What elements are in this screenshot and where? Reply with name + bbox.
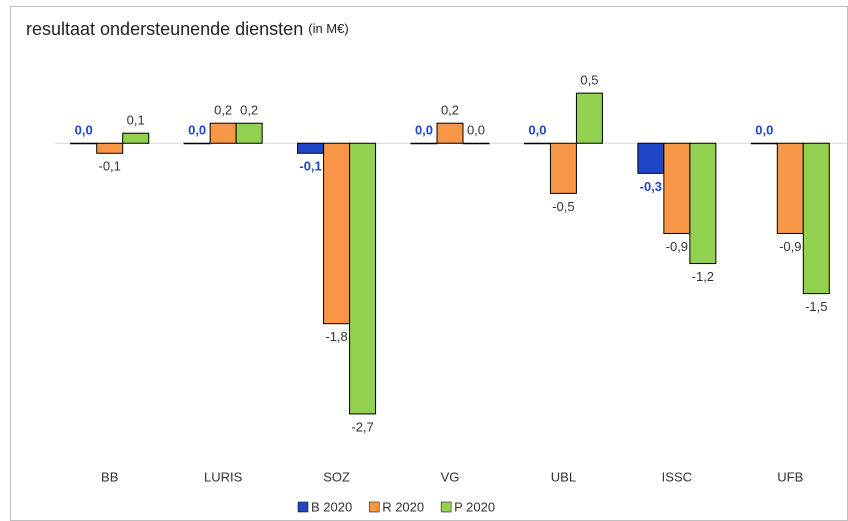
bar	[802, 142, 830, 295]
value-label: -1,5	[805, 299, 827, 314]
value-label: -1,2	[692, 269, 714, 284]
legend-swatch	[297, 501, 309, 513]
bar	[349, 142, 377, 415]
chart-title: resultaat ondersteunende diensten (in M€…	[26, 19, 349, 39]
value-label: -1,8	[325, 329, 347, 344]
unit-text: (in M€)	[308, 21, 348, 36]
legend-label: P 2020	[454, 499, 495, 514]
x-tick-label: SOZ	[323, 469, 350, 484]
bar	[575, 92, 603, 144]
bar	[776, 142, 804, 234]
bar	[549, 142, 577, 194]
value-label: -0,1	[299, 159, 321, 174]
bar	[183, 142, 211, 145]
x-tick-label: UFB	[777, 469, 803, 484]
value-label: 0,5	[580, 73, 598, 88]
legend-label: R 2020	[382, 499, 424, 514]
value-label: -0,5	[552, 199, 574, 214]
value-label: 0,0	[415, 123, 433, 138]
value-label: 0,2	[240, 103, 258, 118]
value-label: -0,9	[666, 239, 688, 254]
legend-swatch	[368, 501, 380, 513]
bar	[235, 122, 263, 144]
value-label: -0,9	[779, 239, 801, 254]
bar	[96, 142, 124, 154]
bar	[436, 122, 464, 144]
bar	[750, 142, 778, 145]
value-label: -2,7	[351, 419, 373, 434]
bar	[637, 142, 665, 174]
x-tick-label: BB	[101, 469, 118, 484]
legend-label: B 2020	[311, 499, 352, 514]
value-label: 0,0	[755, 123, 773, 138]
x-tick-label: ISSC	[662, 469, 692, 484]
chart-frame	[10, 6, 848, 521]
value-label: 0,1	[127, 113, 145, 128]
bar	[663, 142, 691, 234]
value-label: 0,2	[214, 103, 232, 118]
value-label: 0,2	[441, 103, 459, 118]
bar	[70, 142, 98, 145]
bar	[523, 142, 551, 145]
bar	[297, 142, 325, 154]
bar	[209, 122, 237, 144]
legend-swatch	[440, 501, 452, 513]
bar	[689, 142, 717, 265]
value-label: -0,1	[99, 159, 121, 174]
value-label: 0,0	[467, 123, 485, 138]
bar	[410, 142, 438, 145]
x-tick-label: VG	[441, 469, 460, 484]
value-label: 0,0	[188, 123, 206, 138]
title-text: resultaat ondersteunende diensten	[26, 19, 303, 39]
bar	[122, 132, 150, 144]
x-tick-label: UBL	[551, 469, 576, 484]
value-label: -0,3	[640, 179, 662, 194]
bar	[462, 142, 490, 145]
x-tick-label: LURIS	[204, 469, 243, 484]
bar	[323, 142, 351, 325]
value-label: 0,0	[528, 123, 546, 138]
value-label: 0,0	[75, 123, 93, 138]
